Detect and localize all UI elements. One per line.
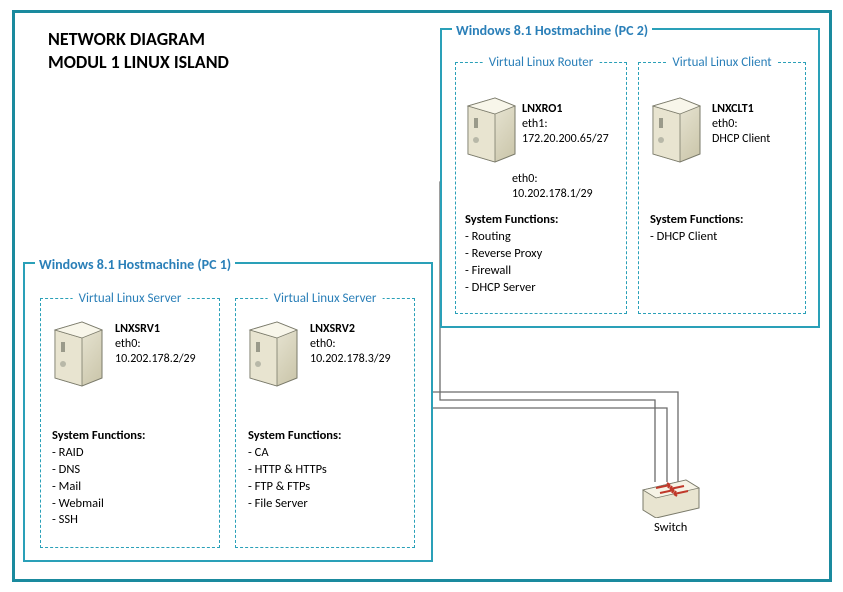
title-line-1: NETWORK DIAGRAM <box>48 28 205 50</box>
addr-label: DHCP Client <box>712 132 770 147</box>
funcs-header: System Functions: <box>248 428 341 445</box>
pc1-vm-b-info: LNXSRV2 eth0: 10.202.178.3/29 <box>310 322 391 367</box>
server-name: LNXSRV1 <box>115 322 196 337</box>
server-name: LNXRO1 <box>522 102 609 117</box>
pc2-vm-a-info-eth1: LNXRO1 eth1: 172.20.200.65/27 <box>522 102 609 147</box>
iface-label: eth1: <box>522 117 609 132</box>
pc1-vm-a-label: Virtual Linux Server <box>73 291 188 306</box>
switch-icon <box>640 478 702 518</box>
funcs-header: System Functions: <box>465 212 558 229</box>
func-item: - FTP & FTPs <box>248 479 341 496</box>
switch-label: Switch <box>654 520 687 535</box>
func-item: - File Server <box>248 496 341 513</box>
func-item: - Routing <box>465 229 558 246</box>
func-item: - DHCP Server <box>465 280 558 297</box>
pc1-vm-a-funcs: System Functions: - RAID - DNS - Mail - … <box>52 428 145 529</box>
pc1-vm-a-info: LNXSRV1 eth0: 10.202.178.2/29 <box>115 322 196 367</box>
iface-label: eth0: <box>512 172 593 187</box>
iface-label: eth0: <box>712 117 770 132</box>
pc2-vm-a-info-eth0: eth0: 10.202.178.1/29 <box>512 172 593 202</box>
pc1-label: Windows 8.1 Hostmachine (PC 1) <box>35 256 235 273</box>
func-item: - DHCP Client <box>650 229 743 246</box>
func-item: - RAID <box>52 445 145 462</box>
server-icon <box>245 316 303 388</box>
pc2-label: Windows 8.1 Hostmachine (PC 2) <box>452 22 652 39</box>
func-item: - CA <box>248 445 341 462</box>
pc2-vm-b-label: Virtual Linux Client <box>666 55 777 70</box>
title-line-2: MODUL 1 LINUX ISLAND <box>48 51 229 73</box>
server-icon <box>648 92 706 164</box>
func-item: - Mail <box>52 479 145 496</box>
diagram-title: NETWORK DIAGRAM MODUL 1 LINUX ISLAND <box>48 28 229 73</box>
pc1-vm-b-label: Virtual Linux Server <box>268 291 383 306</box>
func-item: - Webmail <box>52 496 145 513</box>
funcs-header: System Functions: <box>52 428 145 445</box>
pc1-vm-b-funcs: System Functions: - CA - HTTP & HTTPs - … <box>248 428 341 512</box>
func-item: - Reverse Proxy <box>465 246 558 263</box>
funcs-header: System Functions: <box>650 212 743 229</box>
iface-label: eth0: <box>310 337 391 352</box>
pc2-vm-b-funcs: System Functions: - DHCP Client <box>650 212 743 246</box>
func-item: - SSH <box>52 512 145 529</box>
func-item: - Firewall <box>465 263 558 280</box>
server-name: LNXCLT1 <box>712 102 770 117</box>
addr-label: 10.202.178.2/29 <box>115 352 196 367</box>
pc2-vm-a-label: Virtual Linux Router <box>483 55 600 70</box>
pc2-vm-b-info: LNXCLT1 eth0: DHCP Client <box>712 102 770 147</box>
iface-label: eth0: <box>115 337 196 352</box>
addr-label: 10.202.178.3/29 <box>310 352 391 367</box>
server-icon <box>50 316 108 388</box>
addr-label: 10.202.178.1/29 <box>512 187 593 202</box>
server-icon <box>463 92 521 164</box>
server-name: LNXSRV2 <box>310 322 391 337</box>
pc2-vm-a-funcs: System Functions: - Routing - Reverse Pr… <box>465 212 558 296</box>
func-item: - DNS <box>52 462 145 479</box>
func-item: - HTTP & HTTPs <box>248 462 341 479</box>
addr-label: 172.20.200.65/27 <box>522 132 609 147</box>
